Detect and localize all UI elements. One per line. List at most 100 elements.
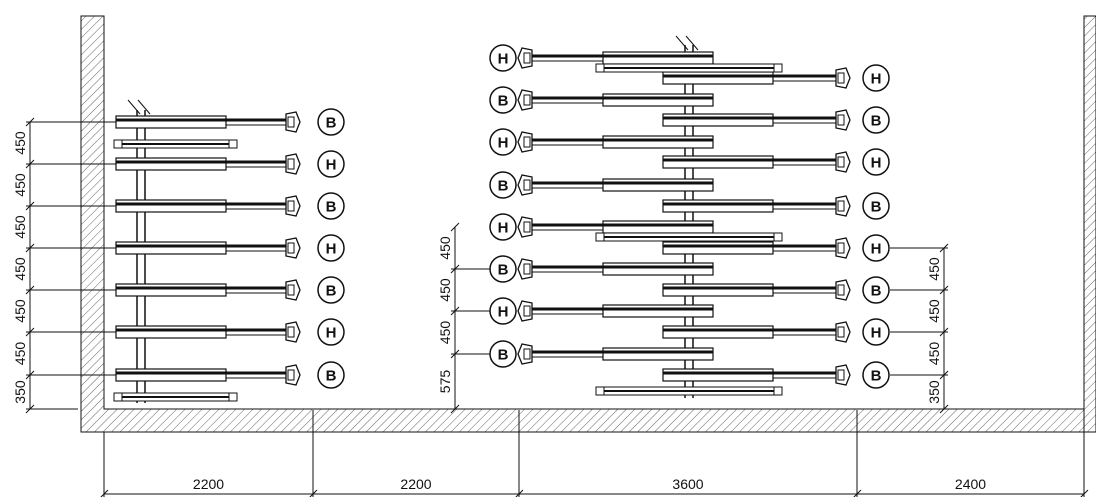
rack-tag: H <box>317 234 345 262</box>
tag-circle <box>862 192 890 220</box>
bike-slot <box>517 343 714 365</box>
tag-letter: H <box>871 325 882 342</box>
dimension-label: 350 <box>12 380 28 404</box>
tag-circle <box>489 44 517 72</box>
tag-letter: H <box>498 220 509 237</box>
dimension-label: 450 <box>12 215 28 239</box>
bike-clip <box>523 305 531 317</box>
dimension-tick <box>25 327 35 337</box>
dimension-tick <box>25 159 35 169</box>
tag-circle <box>862 64 890 92</box>
tag-letter: B <box>326 368 337 385</box>
dimension-tick <box>25 243 35 253</box>
post-cut <box>675 35 689 51</box>
bike-frame <box>662 368 774 382</box>
tag-circle <box>862 276 890 304</box>
bike-frame <box>662 155 774 169</box>
tag-circle <box>317 192 345 220</box>
dimension-label: 450 <box>926 257 942 281</box>
rack-tag: H <box>489 128 517 156</box>
dimension-label: 575 <box>437 370 453 394</box>
rail-bar <box>595 63 783 73</box>
rack-tag: H <box>862 148 890 176</box>
dimension-label: 3600 <box>672 476 703 492</box>
bike-clip <box>287 116 295 128</box>
wall-right <box>1083 15 1096 433</box>
dimension-label: 2200 <box>193 476 224 492</box>
tag-letter: H <box>498 51 509 68</box>
rack-tag: H <box>862 234 890 262</box>
bike-slot <box>662 364 851 386</box>
bike-frame <box>602 304 714 318</box>
rail-end <box>595 232 605 242</box>
bike-clip <box>837 156 845 168</box>
bike-frame <box>662 71 774 85</box>
post-cut <box>137 99 151 115</box>
bike-clip <box>287 369 295 381</box>
bike-frame <box>662 325 774 339</box>
tag-letter: H <box>326 241 337 258</box>
bike-slot <box>662 279 851 301</box>
rack-tag: H <box>317 150 345 178</box>
bike-frame <box>662 241 774 255</box>
tag-circle <box>862 361 890 389</box>
rack-tag: B <box>862 276 890 304</box>
rail-end <box>773 63 783 73</box>
bike-slot <box>662 109 851 131</box>
tag-letter: B <box>871 368 882 385</box>
bike-frame <box>115 325 227 339</box>
rail-bar <box>595 386 783 396</box>
bike-clip <box>523 179 531 191</box>
bike-frame <box>115 115 227 129</box>
rail-end <box>773 386 783 396</box>
rail-bar <box>595 232 783 242</box>
bike-clip <box>523 52 531 64</box>
bike-clip <box>523 348 531 360</box>
rack-tag: B <box>489 86 517 114</box>
tag-letter: H <box>326 325 337 342</box>
tag-letter: H <box>871 155 882 172</box>
post-cut <box>685 35 699 51</box>
dimension-tick <box>450 222 460 232</box>
bike-slot <box>517 89 714 111</box>
tag-letter: B <box>871 113 882 130</box>
tag-circle <box>489 213 517 241</box>
tag-letter: H <box>871 71 882 88</box>
bike-slot <box>115 111 301 133</box>
bike-slot <box>115 237 301 259</box>
rack-tag: B <box>489 340 517 368</box>
rack-tag: B <box>317 192 345 220</box>
rack-tag: H <box>489 44 517 72</box>
dimension-label: 450 <box>437 236 453 260</box>
dimension-label: 450 <box>12 257 28 281</box>
tag-circle <box>317 150 345 178</box>
bike-clip <box>287 200 295 212</box>
bike-slot <box>517 258 714 280</box>
bike-clip <box>287 284 295 296</box>
bike-frame <box>115 241 227 255</box>
tag-letter: B <box>326 115 337 132</box>
tag-letter: B <box>326 283 337 300</box>
bike-clip <box>837 326 845 338</box>
dimension-label: 2200 <box>400 476 431 492</box>
tag-circle <box>862 148 890 176</box>
tag-letter: B <box>871 283 882 300</box>
bike-clip <box>837 114 845 126</box>
tag-circle <box>489 86 517 114</box>
dimension-lines: 450 450 450 450 450 450 350 450 450 450 575 450 450 4… <box>12 117 949 414</box>
bike-slot <box>115 279 301 301</box>
tag-letter: B <box>498 178 509 195</box>
bike-clip <box>523 263 531 275</box>
bike-frame <box>602 135 714 149</box>
bike-slot <box>517 300 714 322</box>
dimension-tick <box>450 404 460 414</box>
bike-frame <box>115 283 227 297</box>
rail-bar <box>113 139 238 149</box>
bike-slot <box>517 174 714 196</box>
bike-frame <box>602 93 714 107</box>
bike-slot <box>115 153 301 175</box>
rack-tag: B <box>317 361 345 389</box>
bike-clip <box>523 221 531 233</box>
tag-circle <box>317 234 345 262</box>
tag-letter: H <box>326 157 337 174</box>
